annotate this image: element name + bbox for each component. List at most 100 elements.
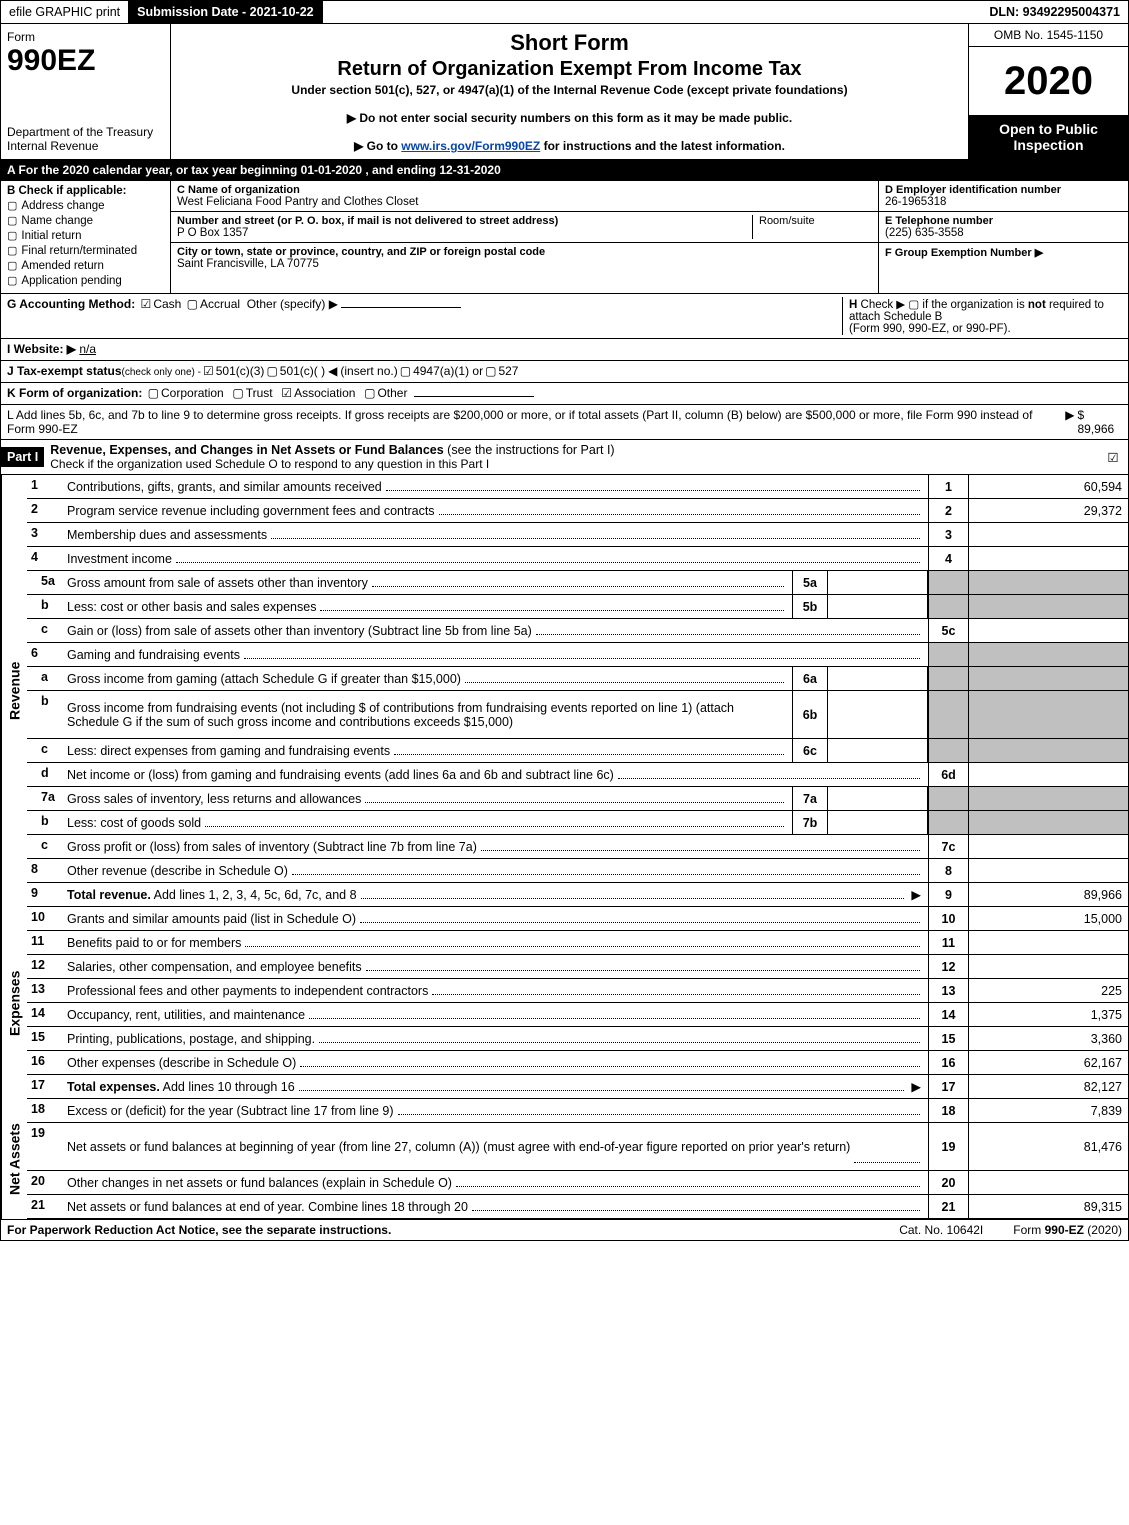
line-g-label: G Accounting Method: — [7, 297, 135, 311]
line-h-not: not — [1028, 299, 1046, 311]
column-value: 62,167 — [968, 1051, 1128, 1074]
form-ref-num: 990-EZ — [1045, 1223, 1084, 1237]
table-row: cGain or (loss) from sale of assets othe… — [27, 619, 1128, 643]
section-b: B Check if applicable: Address changeNam… — [1, 181, 171, 293]
part-1-title: Revenue, Expenses, and Changes in Net As… — [50, 443, 443, 457]
irs-link[interactable]: www.irs.gov/Form990EZ — [401, 139, 540, 153]
line-h: H Check ▶ ▢ if the organization is not r… — [842, 297, 1122, 335]
501c-checkbox[interactable] — [264, 364, 279, 378]
phone-value: (225) 635-3558 — [885, 227, 1122, 239]
line-number: 18 — [27, 1099, 63, 1122]
column-line-number — [928, 667, 968, 690]
line-number: c — [27, 835, 63, 858]
checkbox-application-pending[interactable]: Application pending — [7, 274, 164, 287]
column-value — [968, 595, 1128, 618]
title-return: Return of Organization Exempt From Incom… — [181, 58, 958, 81]
part-1-check-text: Check if the organization used Schedule … — [50, 457, 489, 471]
org-type-association[interactable]: Association — [279, 386, 362, 400]
omb-number: OMB No. 1545-1150 — [969, 24, 1128, 47]
501c3-checkbox[interactable] — [201, 364, 216, 378]
column-value: 15,000 — [968, 907, 1128, 930]
expenses-section: Expenses 10Grants and similar amounts pa… — [0, 907, 1129, 1099]
line-description: Salaries, other compensation, and employ… — [63, 955, 928, 978]
line-h-label: H — [849, 299, 857, 311]
column-value — [968, 763, 1128, 786]
column-line-number — [928, 571, 968, 594]
table-row: bGross income from fundraising events (n… — [27, 691, 1128, 739]
inner-line-number: 6a — [792, 667, 828, 690]
paperwork-notice: For Paperwork Reduction Act Notice, see … — [7, 1223, 869, 1237]
line-number: 17 — [27, 1075, 63, 1098]
table-row: 13Professional fees and other payments t… — [27, 979, 1128, 1003]
checkbox-initial-return[interactable]: Initial return — [7, 229, 164, 242]
form-number: 990EZ — [7, 44, 164, 78]
table-row: aGross income from gaming (attach Schedu… — [27, 667, 1128, 691]
column-value — [968, 931, 1128, 954]
form-label: Form — [7, 30, 164, 44]
inner-line-number: 5a — [792, 571, 828, 594]
form-ref-pre: Form — [1013, 1223, 1044, 1237]
checkbox-name-change[interactable]: Name change — [7, 214, 164, 227]
table-row: bLess: cost of goods sold7b — [27, 811, 1128, 835]
column-value: 29,372 — [968, 499, 1128, 522]
column-line-number: 17 — [928, 1075, 968, 1098]
line-j-label: J Tax-exempt status — [7, 364, 122, 378]
line-a-tax-year: A For the 2020 calendar year, or tax yea… — [0, 160, 1129, 181]
inner-line-value — [828, 595, 928, 618]
dots — [365, 802, 784, 803]
527-checkbox[interactable] — [483, 364, 498, 378]
column-line-number: 14 — [928, 1003, 968, 1026]
org-type-other[interactable]: Other — [362, 386, 414, 400]
checkbox-address-change[interactable]: Address change — [7, 199, 164, 212]
column-value — [968, 739, 1128, 762]
dots — [536, 634, 920, 635]
table-row: 5aGross amount from sale of assets other… — [27, 571, 1128, 595]
org-name-value: West Feliciana Food Pantry and Clothes C… — [177, 196, 872, 208]
column-line-number: 10 — [928, 907, 968, 930]
cash-checkbox[interactable] — [139, 297, 154, 311]
other-specify-input[interactable] — [341, 307, 461, 308]
accrual-checkbox[interactable] — [185, 297, 200, 311]
column-line-number: 9 — [928, 883, 968, 906]
note-link: ▶ Go to www.irs.gov/Form990EZ for instru… — [181, 139, 958, 153]
inner-line-value — [828, 691, 928, 738]
dots — [245, 946, 920, 947]
table-row: cGross profit or (loss) from sales of in… — [27, 835, 1128, 859]
table-row: 9Total revenue. Add lines 1, 2, 3, 4, 5c… — [27, 883, 1128, 907]
line-description: Other revenue (describe in Schedule O) — [63, 859, 928, 882]
column-value — [968, 571, 1128, 594]
other-org-input[interactable] — [414, 396, 534, 397]
part-1-checkbox[interactable] — [1098, 450, 1128, 465]
room-suite-label: Room/suite — [752, 215, 872, 239]
checkbox-amended-return[interactable]: Amended return — [7, 259, 164, 272]
inner-line-value — [828, 787, 928, 810]
table-row: 2Program service revenue including gover… — [27, 499, 1128, 523]
4947-checkbox[interactable] — [398, 364, 413, 378]
org-type-trust[interactable]: Trust — [230, 386, 279, 400]
column-line-number: 13 — [928, 979, 968, 1002]
checkbox-final-return-terminated[interactable]: Final return/terminated — [7, 244, 164, 257]
table-row: dNet income or (loss) from gaming and fu… — [27, 763, 1128, 787]
efile-print[interactable]: efile GRAPHIC print — [1, 1, 129, 23]
table-row: 11Benefits paid to or for members11 — [27, 931, 1128, 955]
dots — [465, 682, 784, 683]
org-type-corporation[interactable]: Corporation — [146, 386, 231, 400]
dln: DLN: 93492295004371 — [981, 1, 1128, 23]
column-value — [968, 523, 1128, 546]
column-value — [968, 787, 1128, 810]
line-description: Gross amount from sale of assets other t… — [63, 571, 792, 594]
line-i: I Website: ▶ n/a — [1, 339, 1128, 361]
line-description: Occupancy, rent, utilities, and maintena… — [63, 1003, 928, 1026]
table-row: 3Membership dues and assessments3 — [27, 523, 1128, 547]
line-description: Gross income from gaming (attach Schedul… — [63, 667, 792, 690]
column-value — [968, 811, 1128, 834]
arrow-icon — [908, 1079, 924, 1094]
line-description: Gross sales of inventory, less returns a… — [63, 787, 792, 810]
line-h-text1: Check ▶ ▢ if the organization is — [861, 299, 1028, 311]
inner-line-number: 7b — [792, 811, 828, 834]
dots — [366, 970, 920, 971]
ein-label: D Employer identification number — [885, 184, 1122, 196]
line-number: 19 — [27, 1123, 63, 1170]
revenue-side-label: Revenue — [1, 475, 27, 907]
line-description: Less: cost or other basis and sales expe… — [63, 595, 792, 618]
